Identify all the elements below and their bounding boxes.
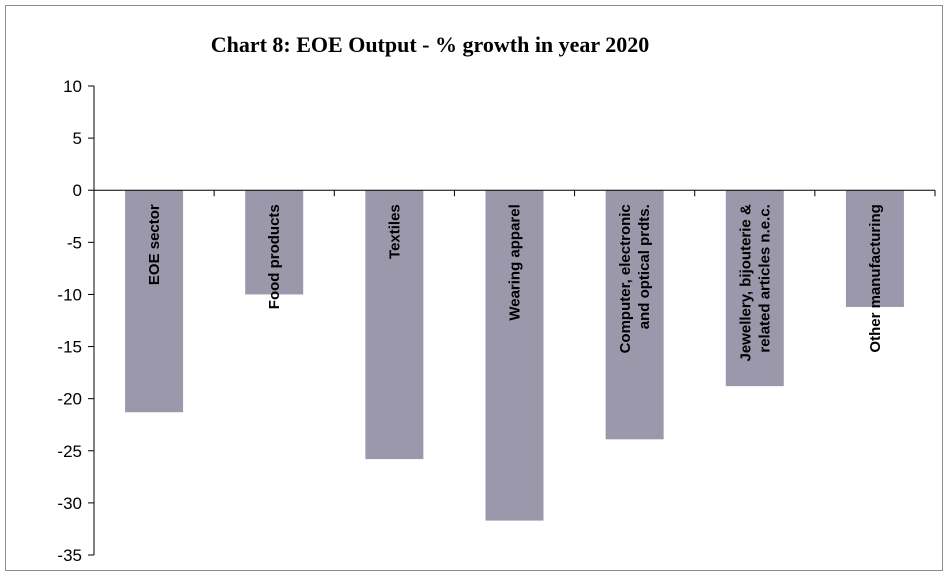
bar <box>845 190 904 307</box>
bar <box>725 190 784 387</box>
y-tick-label: 5 <box>73 129 82 148</box>
category-label-line: Jewellery, bijouterie & <box>737 204 754 361</box>
y-tick-label: -25 <box>57 442 82 461</box>
y-tick-label: -30 <box>57 494 82 513</box>
category-label: Other manufacturing <box>867 204 884 352</box>
y-tick-label: -15 <box>57 338 82 357</box>
bar <box>365 190 424 460</box>
category-label-line: Textiles <box>386 204 403 259</box>
category-label-line: Other manufacturing <box>867 204 884 352</box>
category-label: Jewellery, bijouterie & related articles … <box>737 204 773 361</box>
y-tick-label: 10 <box>63 77 82 96</box>
category-label: EOE sector <box>146 204 163 285</box>
bar <box>245 190 304 295</box>
category-label-line: related articles n.e.c. <box>756 204 773 352</box>
category-label-line: Food products <box>266 204 283 309</box>
category-label: Textiles <box>386 204 403 259</box>
chart-title: Chart 8: EOE Output - % growth in year 2… <box>211 32 650 57</box>
category-label-line: Wearing apparel <box>507 204 524 320</box>
category-label-line: Computer, electronic <box>617 204 634 353</box>
bar <box>125 190 184 413</box>
y-tick-label: -5 <box>67 233 82 252</box>
y-tick-label: 0 <box>73 181 82 200</box>
y-tick-label: -10 <box>57 285 82 304</box>
bar <box>485 190 544 521</box>
category-label-line: and optical prdts. <box>636 204 653 329</box>
bar <box>605 190 664 440</box>
category-label: Wearing apparel <box>507 204 524 320</box>
category-label: Computer, electronic and optical prdts. <box>617 204 653 353</box>
y-tick-label: -20 <box>57 390 82 409</box>
category-label: Food products <box>266 204 283 309</box>
category-label-line: EOE sector <box>146 204 163 285</box>
y-tick-label: -35 <box>57 546 82 565</box>
